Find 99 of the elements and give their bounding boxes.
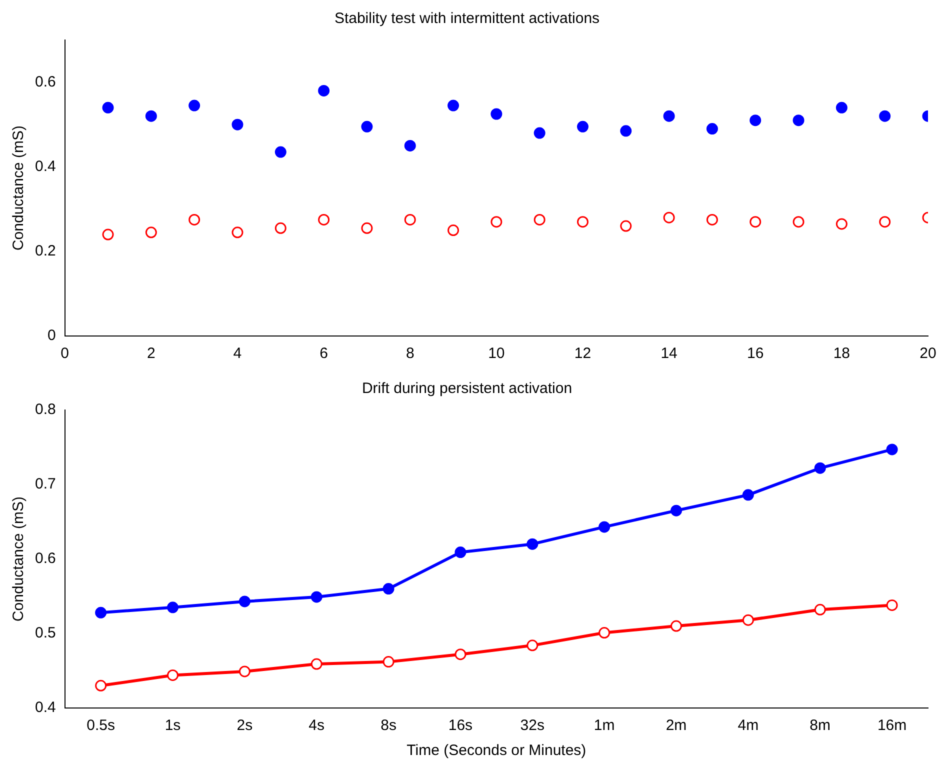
point <box>792 114 804 126</box>
point <box>166 669 178 681</box>
point <box>95 606 107 618</box>
point <box>598 627 610 639</box>
x-tick-label: 16 <box>747 345 764 362</box>
point <box>576 120 588 132</box>
x-tick-label: 16s <box>448 717 473 734</box>
x-tick-label: 1m <box>594 717 615 734</box>
point <box>663 212 675 224</box>
point <box>454 546 466 558</box>
chart-title: Stability test with intermittent activations <box>334 10 600 28</box>
point <box>534 214 546 226</box>
y-axis-title: Conductance (mS) <box>10 125 28 251</box>
y-tick-label: 0.5 <box>34 624 56 642</box>
point <box>706 123 718 135</box>
point <box>188 100 200 112</box>
point <box>145 110 157 122</box>
point <box>361 222 373 234</box>
point <box>274 146 286 158</box>
y-tick-label: 0.8 <box>34 401 56 418</box>
x-tick-label: 0 <box>60 345 70 362</box>
point <box>448 224 460 236</box>
point <box>879 110 891 122</box>
y-tick-label: 0.6 <box>34 73 56 90</box>
point <box>742 489 754 501</box>
point <box>310 658 322 670</box>
point <box>238 596 250 608</box>
x-tick-label: 2s <box>236 717 253 734</box>
point <box>576 216 588 228</box>
x-tick-label: 14 <box>660 345 678 362</box>
point <box>836 102 848 114</box>
x-tick-label: 8m <box>810 717 831 734</box>
point <box>490 108 502 120</box>
point <box>310 591 322 603</box>
point <box>188 214 200 226</box>
x-tick-label: 4s <box>308 717 325 734</box>
x-tick-label: 18 <box>833 345 850 362</box>
x-tick-label: 2m <box>666 717 687 734</box>
point <box>814 462 826 474</box>
x-tick-label: 8 <box>406 345 414 362</box>
y-axis-title: Conductance (mS) <box>10 496 28 622</box>
point <box>526 640 538 652</box>
point <box>232 226 244 238</box>
point <box>750 216 762 228</box>
point <box>836 218 848 230</box>
x-tick-label: 2 <box>146 345 156 362</box>
point <box>490 216 502 228</box>
x-tick-label: 4m <box>738 717 759 734</box>
x-tick-label: 10 <box>488 345 505 362</box>
point <box>404 140 416 152</box>
point <box>166 602 178 614</box>
point <box>879 216 891 228</box>
point <box>526 538 538 550</box>
point <box>750 114 762 126</box>
point <box>232 118 244 130</box>
point <box>663 110 675 122</box>
y-tick-label: 0.4 <box>34 158 56 175</box>
y-tick-label: 0.2 <box>34 242 56 260</box>
point <box>404 214 416 226</box>
point <box>670 504 682 516</box>
point <box>598 521 610 533</box>
x-tick-label: 4 <box>233 345 242 362</box>
x-tick-label: 8s <box>380 717 396 734</box>
point <box>318 84 330 96</box>
point <box>886 444 898 456</box>
y-tick-label: 0.7 <box>34 476 56 493</box>
x-tick-label: 1s <box>164 717 181 734</box>
x-tick-label: 32s <box>520 717 544 734</box>
point <box>102 228 114 240</box>
point <box>670 620 682 632</box>
point <box>454 648 466 660</box>
point <box>318 214 330 226</box>
point <box>620 220 632 232</box>
point <box>274 222 286 234</box>
y-tick-label: 0.6 <box>34 550 56 568</box>
y-tick-label: 0.4 <box>34 699 56 716</box>
point <box>382 583 394 595</box>
point <box>238 666 250 678</box>
y-tick-label: 0 <box>48 327 56 344</box>
chart-title: Drift during persistent activation <box>362 380 572 398</box>
point <box>814 604 826 616</box>
point <box>361 120 373 132</box>
point <box>792 216 804 228</box>
point <box>886 599 898 611</box>
point <box>382 656 394 668</box>
point <box>145 226 157 238</box>
point <box>620 125 632 137</box>
point <box>102 102 114 114</box>
x-tick-label: 20 <box>920 345 936 362</box>
x-tick-label: 12 <box>574 345 592 362</box>
point <box>534 127 546 139</box>
x-tick-label: 16m <box>877 717 907 734</box>
x-tick-label: 0.5s <box>86 717 115 734</box>
point <box>95 680 107 692</box>
point <box>448 100 460 112</box>
point <box>742 614 754 626</box>
x-tick-label: 6 <box>320 345 328 362</box>
point <box>706 214 718 226</box>
x-axis-title: Time (Seconds or Minutes) <box>406 742 586 760</box>
